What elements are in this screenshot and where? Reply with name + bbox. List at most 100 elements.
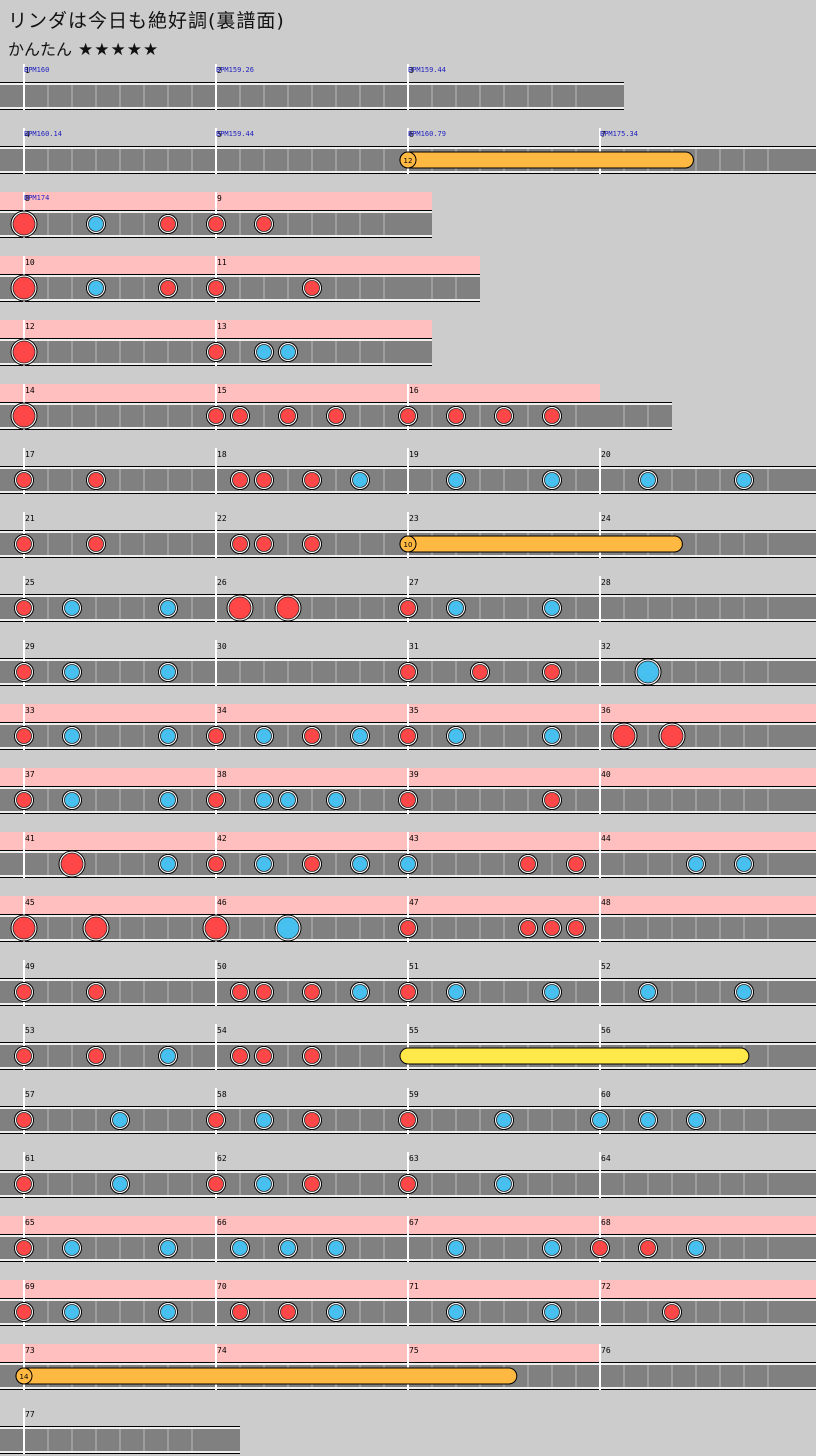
don-note-face xyxy=(232,408,248,424)
don-note-face xyxy=(208,1176,224,1192)
don-note-face xyxy=(16,1176,32,1192)
ka-note-face xyxy=(276,916,300,940)
don-note-face xyxy=(256,536,272,552)
drumroll-bar xyxy=(399,151,694,169)
don-note-face xyxy=(280,1304,296,1320)
ka-note-face xyxy=(160,1240,176,1256)
don-note-face xyxy=(520,920,536,936)
don-note-face xyxy=(16,664,32,680)
ka-note-face xyxy=(544,1240,560,1256)
don-note-face xyxy=(208,856,224,872)
measure-number: 6 xyxy=(409,130,414,139)
ka-note-face xyxy=(160,856,176,872)
don-note-face xyxy=(60,852,84,876)
don-note-face xyxy=(328,408,344,424)
ka-note-face xyxy=(64,600,80,616)
don-note-face xyxy=(204,916,228,940)
measure-number: 37 xyxy=(25,770,35,779)
measure-number: 77 xyxy=(25,1410,35,1419)
don-note-face xyxy=(256,472,272,488)
difficulty-line: かんたん ★★★★★ xyxy=(8,36,159,60)
ka-note-face xyxy=(112,1112,128,1128)
ka-note-face xyxy=(736,856,752,872)
measure-number: 28 xyxy=(601,578,611,587)
ka-note-face xyxy=(160,1304,176,1320)
measure-number: 1 xyxy=(25,66,30,75)
measure-number: 45 xyxy=(25,898,35,907)
don-note-face xyxy=(16,536,32,552)
measure-number: 35 xyxy=(409,706,419,715)
measure-number: 25 xyxy=(25,578,35,587)
measure-number: 59 xyxy=(409,1090,419,1099)
ka-note-face xyxy=(160,1048,176,1064)
don-note-face xyxy=(568,920,584,936)
don-note-face xyxy=(88,536,104,552)
don-note-face xyxy=(256,1048,272,1064)
measure-number: 69 xyxy=(25,1282,35,1291)
ka-note-face xyxy=(448,984,464,1000)
row-19: 65 66 67 68 xyxy=(0,1216,816,1262)
row-5: 12 13 xyxy=(0,320,432,366)
don-note-face xyxy=(16,1112,32,1128)
ka-note-face xyxy=(688,1240,704,1256)
don-note-face xyxy=(16,984,32,1000)
measure-number: 49 xyxy=(25,962,35,971)
don-note-face xyxy=(208,728,224,744)
drumroll-head xyxy=(15,1367,33,1385)
drumroll-bar xyxy=(15,1367,518,1385)
difficulty-label: かんたん xyxy=(8,40,73,59)
don-note-face xyxy=(160,216,176,232)
don-note-face xyxy=(304,472,320,488)
measure-number: 15 xyxy=(217,386,227,395)
measure-number: 8 xyxy=(25,194,30,203)
don-note-face xyxy=(16,600,32,616)
row-15: 49 50 51 52 xyxy=(0,960,816,1006)
row-11: 33 34 35 36 xyxy=(0,704,816,750)
drumroll-count: 12 xyxy=(404,157,413,165)
ka-note-face xyxy=(544,984,560,1000)
measure-number: 62 xyxy=(217,1154,227,1163)
row-18: 61 62 63 64 xyxy=(0,1152,816,1198)
ka-note-face xyxy=(352,856,368,872)
measure-number: 74 xyxy=(217,1346,227,1355)
ka-note-face xyxy=(160,728,176,744)
don-note-face xyxy=(16,1048,32,1064)
measure-number: 2 xyxy=(217,66,222,75)
measure-number: 23 xyxy=(409,514,419,523)
row-14: 45 46 47 48 xyxy=(0,896,816,942)
measure-number: 56 xyxy=(601,1026,611,1035)
ka-note-face xyxy=(448,728,464,744)
ka-note-face xyxy=(256,728,272,744)
ka-note-face xyxy=(400,856,416,872)
ka-note-face xyxy=(328,792,344,808)
don-note-face xyxy=(660,724,684,748)
measure-number: 18 xyxy=(217,450,227,459)
don-note-face xyxy=(208,280,224,296)
measure-number: 44 xyxy=(601,834,611,843)
measure-number: 65 xyxy=(25,1218,35,1227)
measure-number: 9 xyxy=(217,194,222,203)
don-note-face xyxy=(304,1176,320,1192)
gogo-band xyxy=(0,1344,600,1362)
ka-note-face xyxy=(64,728,80,744)
ka-note-face xyxy=(736,984,752,1000)
don-note-face xyxy=(568,856,584,872)
don-note-face xyxy=(400,984,416,1000)
ka-note-face xyxy=(352,984,368,1000)
drumroll-count: 14 xyxy=(20,1373,29,1381)
ka-note-face xyxy=(160,664,176,680)
don-note-face xyxy=(400,1176,416,1192)
measure-number: 3 xyxy=(409,66,414,75)
bpm-label: BPM174 xyxy=(24,194,49,202)
row-10: 29 30 31 32 xyxy=(0,640,816,686)
don-note-face xyxy=(232,984,248,1000)
gogo-band xyxy=(0,256,480,274)
measure-number: 60 xyxy=(601,1090,611,1099)
don-note-face xyxy=(232,536,248,552)
row-21: 73 74 75 76 14 xyxy=(0,1344,816,1390)
measure-number: 38 xyxy=(217,770,227,779)
don-note-face xyxy=(400,664,416,680)
don-note-face xyxy=(544,920,560,936)
don-note-face xyxy=(208,1112,224,1128)
measure-number: 63 xyxy=(409,1154,419,1163)
